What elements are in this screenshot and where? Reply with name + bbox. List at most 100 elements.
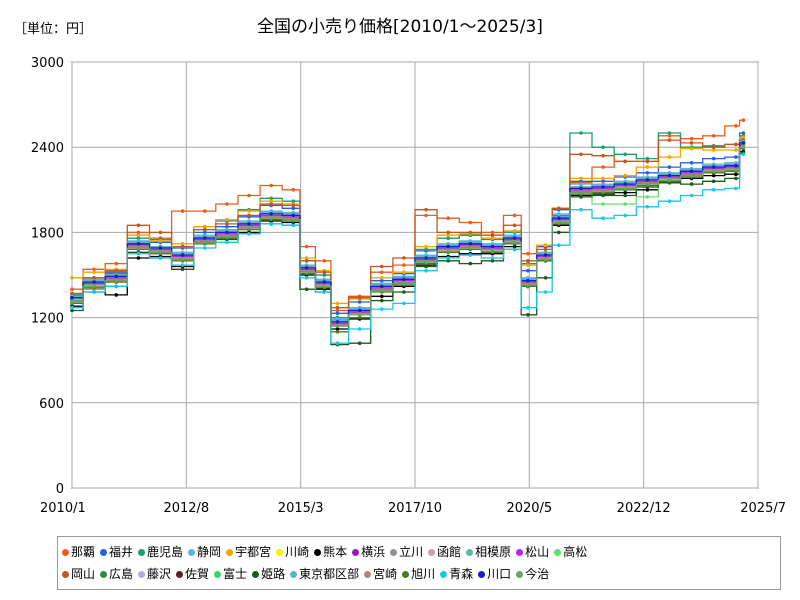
data-point	[526, 313, 530, 317]
legend-item: 宮崎	[364, 565, 397, 582]
data-point	[734, 124, 738, 128]
legend-marker	[214, 571, 222, 578]
data-point	[335, 320, 340, 324]
series-line	[72, 146, 744, 327]
data-point	[512, 213, 517, 218]
data-point	[601, 189, 605, 193]
data-point	[468, 246, 473, 250]
series-今治	[70, 145, 746, 328]
data-point	[490, 233, 495, 237]
data-point	[225, 222, 229, 226]
data-point	[92, 267, 96, 272]
data-point	[92, 284, 96, 289]
legend-item: 東京都区部	[290, 565, 359, 582]
data-point	[468, 253, 473, 257]
data-point	[380, 294, 384, 299]
data-point	[645, 159, 650, 164]
data-point	[335, 305, 340, 310]
data-point	[92, 290, 96, 294]
data-point	[711, 165, 716, 169]
data-point	[526, 251, 530, 256]
data-point	[645, 171, 650, 175]
data-point	[579, 186, 583, 191]
legend-marker	[364, 571, 372, 578]
data-point	[490, 244, 495, 249]
data-point	[512, 223, 517, 228]
data-point	[512, 229, 517, 233]
data-point	[247, 222, 251, 226]
legend-label: 佐賀	[185, 567, 210, 581]
legend-label: 川口	[487, 567, 512, 581]
data-point	[543, 276, 548, 280]
data-point	[623, 202, 627, 206]
legend-row: 岡山 広島 藤沢 佐賀 富士 姫路 東京都区部 宮崎 旭川 青森 川口 今治	[62, 563, 780, 585]
data-point	[114, 268, 119, 273]
legend-label: 姫路	[261, 567, 286, 581]
data-point	[557, 220, 561, 225]
legend-label: 今治	[525, 567, 550, 581]
data-point	[579, 182, 583, 186]
data-point	[269, 202, 274, 206]
data-point	[70, 287, 74, 292]
data-point	[689, 173, 694, 178]
data-point	[490, 236, 495, 240]
data-point	[424, 207, 428, 212]
data-point	[526, 305, 530, 310]
legend-label: 旭川	[411, 567, 436, 581]
data-point	[446, 259, 451, 263]
legend-row: 那覇 福井 鹿児島 静岡 宇都宮 川崎 熊本 横浜 立川 函館 相模原 松山 高松	[62, 541, 780, 563]
data-point	[601, 185, 605, 189]
data-point	[601, 176, 605, 181]
x-tick-label: 2022/12	[617, 501, 671, 516]
data-point	[357, 313, 362, 317]
legend-item: 那覇	[62, 543, 95, 560]
legend-item: 旭川	[402, 565, 435, 582]
legend-item: 熊本	[314, 543, 347, 560]
data-point	[424, 268, 428, 273]
data-point	[601, 179, 605, 184]
data-point	[711, 148, 716, 152]
legend-marker	[352, 549, 360, 556]
data-point	[557, 243, 561, 247]
legend-label: 熊本	[323, 545, 348, 559]
legend-marker	[314, 549, 322, 556]
legend-marker	[176, 571, 184, 578]
data-point	[247, 232, 251, 236]
x-tick-label: 2017/10	[388, 501, 442, 516]
legend-marker	[478, 571, 486, 578]
data-point	[711, 156, 716, 161]
data-point	[689, 182, 694, 186]
legend: 那覇 福井 鹿児島 静岡 宇都宮 川崎 熊本 横浜 立川 函館 相模原 松山 高松 岡山 広島 藤沢 佐賀 富士…	[57, 536, 781, 590]
data-point	[269, 212, 274, 216]
data-point	[203, 236, 207, 240]
data-point	[579, 131, 583, 135]
data-point	[402, 301, 406, 306]
legend-item: 岡山	[62, 565, 95, 582]
data-point	[180, 267, 185, 272]
data-point	[424, 213, 428, 218]
data-point	[304, 244, 309, 249]
data-point	[623, 186, 627, 191]
data-point	[180, 242, 185, 246]
data-point	[446, 256, 451, 260]
data-point	[357, 300, 362, 304]
data-point	[203, 246, 207, 250]
data-point	[114, 293, 119, 297]
data-point	[247, 193, 251, 198]
data-point	[380, 278, 384, 283]
data-point	[490, 249, 495, 253]
data-point	[269, 222, 274, 226]
y-tick-label: 3000	[31, 56, 64, 71]
data-point	[711, 134, 716, 138]
data-point	[92, 276, 96, 280]
data-point	[269, 196, 274, 201]
data-point	[180, 257, 185, 262]
data-point	[291, 188, 296, 192]
data-point	[734, 172, 738, 176]
data-point	[512, 247, 517, 252]
data-point	[601, 216, 605, 220]
data-point	[136, 256, 141, 260]
legend-label: 函館	[437, 545, 462, 559]
data-point	[557, 230, 561, 235]
